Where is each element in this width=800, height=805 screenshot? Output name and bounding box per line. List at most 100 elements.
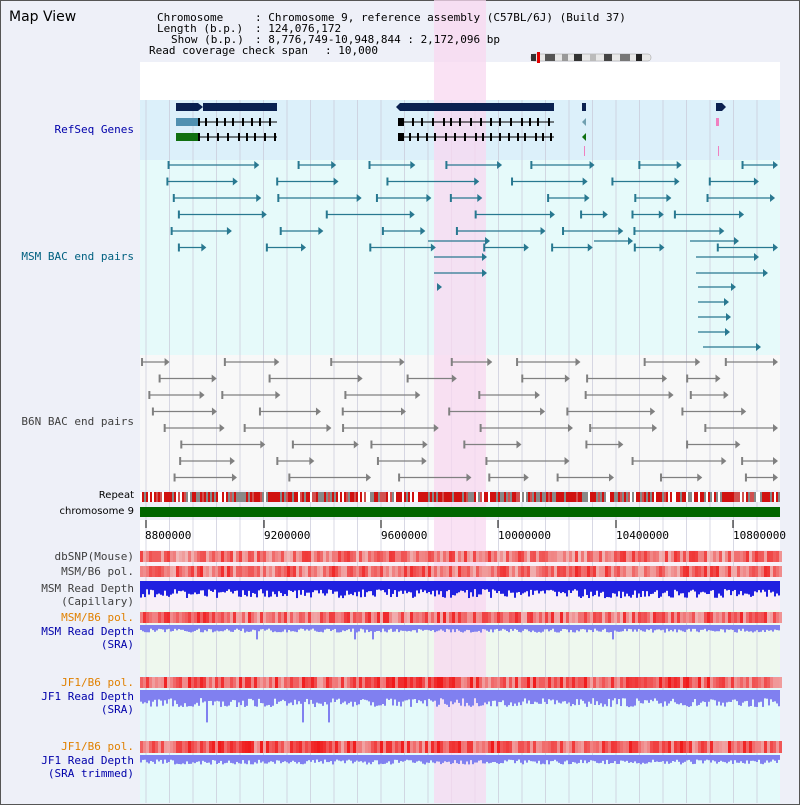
- read-depth-bar: [776, 690, 778, 704]
- read-depth-bar: [408, 690, 410, 700]
- track-label-msm-bac[interactable]: MSM BAC end pairs: [21, 250, 134, 263]
- track-label-repeat[interactable]: Repeat: [98, 490, 134, 501]
- ideogram-band: [531, 54, 536, 61]
- heat-cell: [542, 612, 545, 623]
- track-label-dbsnp[interactable]: dbSNP(Mouse): [54, 550, 134, 563]
- heat-cell: [434, 566, 437, 577]
- heat-cell: [614, 566, 617, 577]
- heat-cell: [713, 551, 716, 562]
- heat-cell: [572, 677, 575, 688]
- read-depth-bar: [440, 690, 442, 699]
- read-depth-bar: [388, 625, 390, 630]
- read-depth-bar: [650, 581, 652, 595]
- heat-cell: [524, 677, 527, 688]
- read-depth-bar: [508, 690, 510, 706]
- track-label-msm-depth-sra[interactable]: MSM Read Depth: [41, 625, 134, 638]
- axis-tick-label: 10400000: [616, 529, 669, 542]
- msm-bac-end: [276, 177, 279, 186]
- read-depth-bar: [164, 755, 166, 760]
- heat-cell: [374, 566, 377, 577]
- read-depth-bar: [726, 581, 728, 591]
- heat-cell: [473, 551, 476, 562]
- heat-cell: [599, 551, 602, 562]
- read-depth-bar: [210, 755, 212, 765]
- read-depth-bar: [672, 690, 674, 699]
- track-label-b6n-bac[interactable]: B6N BAC end pairs: [21, 415, 134, 428]
- read-depth-bar: [274, 690, 276, 699]
- read-depth-bar: [442, 755, 444, 763]
- read-depth-bar: [710, 690, 712, 700]
- read-depth-bar: [350, 755, 352, 761]
- repeat-element: [234, 492, 236, 502]
- heat-cell: [503, 551, 506, 562]
- msm-bac-end: [177, 243, 180, 252]
- read-depth-bar: [730, 690, 732, 703]
- heat-cell: [356, 551, 359, 562]
- heat-cell: [410, 612, 413, 623]
- repeat-element: [372, 492, 374, 502]
- read-depth-bar: [154, 581, 156, 598]
- b6n-bac-end-arrow: [773, 473, 778, 482]
- heat-cell: [746, 741, 749, 753]
- track-label-msm-depth-cap[interactable]: MSM Read Depth: [41, 582, 134, 595]
- heat-cell: [209, 677, 212, 688]
- read-depth-bar: [594, 690, 596, 705]
- read-depth-bar: [344, 690, 346, 702]
- heat-cell: [407, 741, 410, 753]
- refseq-transcript: [176, 133, 198, 141]
- heat-cell: [569, 566, 572, 577]
- read-depth-bar: [726, 625, 728, 630]
- heat-cell: [368, 612, 371, 623]
- heat-cell: [206, 566, 209, 577]
- heat-cell: [467, 612, 470, 623]
- heat-cell: [653, 677, 656, 688]
- heat-cell: [695, 677, 698, 688]
- heat-cell: [500, 612, 503, 623]
- heat-cell: [371, 551, 374, 562]
- read-depth-bar: [520, 581, 522, 595]
- read-depth-bar: [252, 690, 254, 701]
- read-depth-bar: [218, 625, 220, 632]
- refseq-exon: [445, 133, 447, 141]
- heat-cell: [470, 612, 473, 623]
- heat-cell: [356, 677, 359, 688]
- track-label-refseq-genes[interactable]: RefSeq Genes: [54, 123, 134, 136]
- read-depth-bar: [292, 581, 294, 593]
- repeat-element: [756, 492, 758, 502]
- track-label-jf1-b6-pol-1[interactable]: JF1/B6 pol.: [61, 676, 134, 689]
- read-depth-bar: [342, 755, 344, 761]
- read-depth-bar: [528, 690, 530, 701]
- b6n-bac-end: [221, 391, 224, 399]
- read-depth-bar: [184, 755, 186, 765]
- read-depth-bar: [506, 625, 508, 632]
- heat-cell: [437, 677, 440, 688]
- read-depth-bar: [660, 690, 662, 704]
- repeat-element: [254, 492, 256, 502]
- read-depth-bar: [282, 625, 284, 632]
- heat-cell: [725, 612, 728, 623]
- heat-cell: [668, 741, 671, 753]
- track-label-jf1-depth-trim[interactable]: JF1 Read Depth: [41, 754, 134, 767]
- track-label-jf1-depth-sra[interactable]: JF1 Read Depth: [41, 690, 134, 703]
- read-depth-bar: [344, 755, 346, 764]
- track-label-jf1-b6-pol-2[interactable]: JF1/B6 pol.: [61, 740, 134, 753]
- refseq-exon: [517, 133, 519, 141]
- read-depth-bar: [324, 690, 326, 703]
- heat-cell: [617, 566, 620, 577]
- repeat-element: [688, 492, 690, 502]
- track-label-msm-b6-pol-1[interactable]: MSM/B6 pol.: [61, 565, 134, 578]
- msm-bac-end: [562, 227, 565, 235]
- heat-cell: [242, 741, 245, 753]
- repeat-element: [412, 492, 414, 502]
- read-depth-bar: [360, 581, 362, 598]
- read-depth-bar: [624, 755, 626, 762]
- read-depth-bar: [342, 690, 344, 703]
- heat-cell: [248, 612, 251, 623]
- track-label-msm-b6-pol-2[interactable]: MSM/B6 pol.: [61, 611, 134, 624]
- read-depth-bar: [510, 755, 512, 760]
- b6n-bac-end-arrow: [723, 391, 729, 399]
- read-depth-bar: [488, 625, 490, 632]
- read-depth-bar: [722, 625, 724, 630]
- heat-cell: [761, 677, 764, 688]
